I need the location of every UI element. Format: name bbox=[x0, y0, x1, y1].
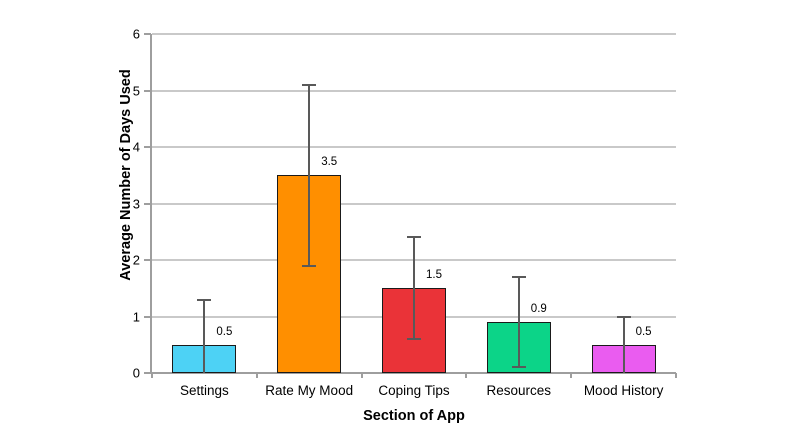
y-tick-label: 4 bbox=[132, 139, 140, 155]
error-bar-top-cap bbox=[616, 315, 631, 318]
category-label-coping-tips: Coping Tips bbox=[378, 383, 450, 398]
y-tick-label: 6 bbox=[132, 26, 140, 42]
value-label: 0.5 bbox=[216, 325, 233, 338]
y-tick-mark bbox=[144, 33, 151, 35]
x-axis-line bbox=[152, 372, 676, 374]
error-bar-top-cap bbox=[302, 83, 317, 86]
y-tick-label: 5 bbox=[132, 83, 140, 98]
x-tick-mark bbox=[360, 373, 363, 378]
gridline bbox=[152, 202, 676, 205]
value-label: 0.9 bbox=[530, 303, 547, 316]
value-label: 0.5 bbox=[635, 325, 652, 338]
gridline bbox=[152, 89, 676, 92]
x-tick-mark bbox=[675, 373, 677, 378]
y-tick-mark bbox=[144, 89, 151, 92]
x-tick-mark bbox=[465, 373, 468, 378]
gridline bbox=[152, 146, 676, 148]
error-bar-top-cap bbox=[197, 298, 212, 301]
x-tick-mark bbox=[570, 373, 573, 378]
value-label: 3.5 bbox=[321, 156, 338, 169]
x-axis-title: Section of App bbox=[363, 408, 465, 424]
gridline bbox=[152, 33, 676, 35]
y-tick-label: 1 bbox=[132, 309, 140, 324]
error-bar-bottom-cap bbox=[407, 338, 421, 341]
category-label-settings: Settings bbox=[180, 383, 229, 398]
y-axis-title: Average Number of Days Used bbox=[118, 69, 134, 281]
error-bar-mood-history bbox=[622, 316, 625, 373]
x-tick-mark bbox=[255, 373, 258, 378]
category-label-rate-my-mood: Rate My Mood bbox=[265, 383, 354, 398]
error-bar-top-cap bbox=[511, 275, 526, 278]
y-tick-label: 2 bbox=[132, 252, 140, 268]
x-tick-mark bbox=[151, 373, 153, 378]
y-axis-line bbox=[150, 34, 152, 373]
y-tick-mark bbox=[144, 259, 151, 261]
category-label-mood-history: Mood History bbox=[583, 383, 664, 398]
category-label-resources: Resources bbox=[486, 383, 552, 398]
error-bar-top-cap bbox=[407, 236, 421, 239]
y-tick-label: 0 bbox=[132, 365, 140, 381]
error-bar-coping-tips bbox=[413, 237, 415, 340]
y-tick-mark bbox=[144, 202, 151, 205]
y-tick-label: 3 bbox=[132, 196, 140, 211]
y-tick-mark bbox=[144, 315, 151, 318]
error-bar-settings bbox=[203, 299, 206, 373]
value-label: 1.5 bbox=[426, 269, 442, 282]
y-tick-mark bbox=[144, 372, 151, 374]
error-bar-bottom-cap bbox=[302, 264, 317, 267]
error-bar-resources bbox=[517, 276, 520, 368]
error-bar-rate-my-mood bbox=[308, 84, 311, 266]
y-tick-mark bbox=[144, 146, 151, 148]
error-bar-bottom-cap bbox=[511, 366, 526, 369]
